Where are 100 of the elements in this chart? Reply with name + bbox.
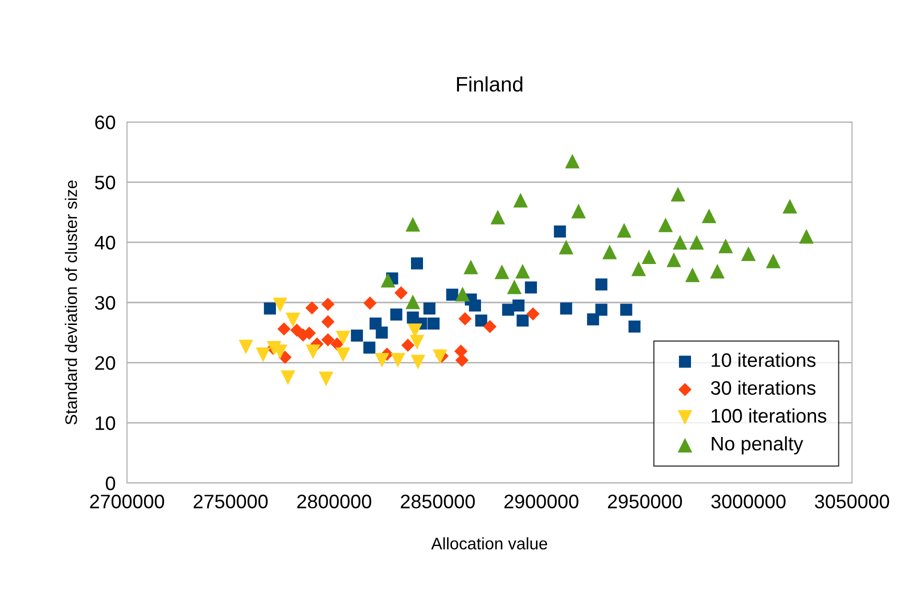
point	[458, 312, 472, 326]
point	[446, 288, 458, 301]
point	[620, 304, 632, 316]
y-tick-label: 0	[106, 476, 116, 490]
point	[363, 296, 377, 310]
point	[670, 186, 686, 202]
point	[305, 301, 319, 315]
point	[631, 262, 646, 276]
point	[658, 218, 673, 232]
point	[799, 229, 814, 244]
point	[401, 338, 414, 352]
point	[558, 240, 574, 254]
point	[483, 320, 496, 334]
point	[410, 334, 424, 350]
point	[280, 370, 296, 385]
point	[516, 314, 529, 327]
point	[710, 264, 725, 278]
point	[321, 333, 335, 346]
point	[350, 330, 363, 342]
point	[616, 223, 632, 238]
point	[406, 294, 420, 310]
point	[390, 308, 402, 321]
point	[363, 342, 376, 354]
point	[390, 352, 406, 368]
point	[494, 264, 510, 280]
y-axis-title: Standard deviation of cluster size	[64, 180, 78, 424]
point	[475, 314, 488, 327]
point	[554, 225, 566, 238]
point	[672, 235, 688, 250]
legend-label: No penalty	[712, 436, 804, 454]
point	[423, 302, 436, 315]
point	[702, 208, 716, 224]
point	[782, 198, 798, 214]
point	[321, 298, 335, 311]
y-tick-label: 50	[95, 176, 116, 190]
point	[318, 372, 334, 386]
x-tick-label: 2900000	[504, 494, 578, 508]
point	[560, 302, 572, 315]
point	[502, 304, 514, 316]
point	[286, 312, 300, 328]
point	[464, 260, 478, 274]
point	[272, 298, 288, 312]
point	[524, 281, 537, 294]
point	[455, 354, 469, 367]
x-tick-label: 2950000	[608, 494, 682, 508]
y-tick-label: 20	[95, 356, 116, 370]
legend-label: 100 iterations	[712, 408, 826, 423]
point	[526, 307, 540, 321]
y-tick-label: 30	[95, 296, 116, 310]
point	[666, 252, 682, 268]
point	[277, 322, 291, 336]
point	[455, 286, 470, 302]
point	[685, 268, 700, 282]
chart-title: Finland	[457, 76, 522, 92]
point	[306, 344, 320, 360]
point	[376, 326, 388, 339]
point	[336, 330, 350, 346]
y-tick-label: 10	[96, 416, 116, 430]
x-tick-label: 2800000	[297, 494, 372, 508]
x-tick-label: 2700000	[90, 494, 164, 508]
point	[595, 278, 608, 290]
x-tick-label: 3000000	[711, 494, 786, 508]
y-tick-label: 60	[95, 115, 116, 130]
point	[766, 254, 781, 268]
legend-label: 30 iterations	[710, 380, 816, 395]
point	[428, 318, 440, 330]
point	[374, 352, 390, 368]
point	[256, 348, 270, 362]
point	[394, 286, 408, 300]
point	[718, 238, 733, 254]
point	[741, 246, 756, 262]
point	[264, 302, 276, 315]
point	[565, 154, 580, 168]
point	[515, 264, 530, 278]
x-tick-label: 2850000	[400, 494, 475, 508]
point	[571, 204, 586, 218]
y-tick-label: 40	[94, 236, 116, 250]
x-tick-label: 2750000	[194, 494, 268, 508]
point	[321, 315, 335, 328]
point	[689, 235, 704, 250]
point	[513, 192, 528, 208]
point	[336, 348, 350, 362]
x-axis-title: Allocation value	[431, 537, 548, 550]
point	[507, 280, 522, 294]
point	[380, 272, 396, 288]
point	[468, 299, 482, 312]
point	[330, 337, 344, 351]
point	[410, 354, 426, 370]
point	[490, 210, 506, 224]
point	[587, 313, 600, 326]
legend-label: 10 iterations	[712, 352, 816, 368]
point	[602, 244, 617, 260]
point	[238, 340, 254, 354]
point	[595, 304, 608, 316]
point	[642, 249, 656, 264]
point	[628, 320, 641, 333]
point	[410, 257, 424, 270]
point	[512, 299, 525, 312]
x-tick-label: 3050000	[814, 494, 890, 508]
point	[406, 217, 420, 232]
